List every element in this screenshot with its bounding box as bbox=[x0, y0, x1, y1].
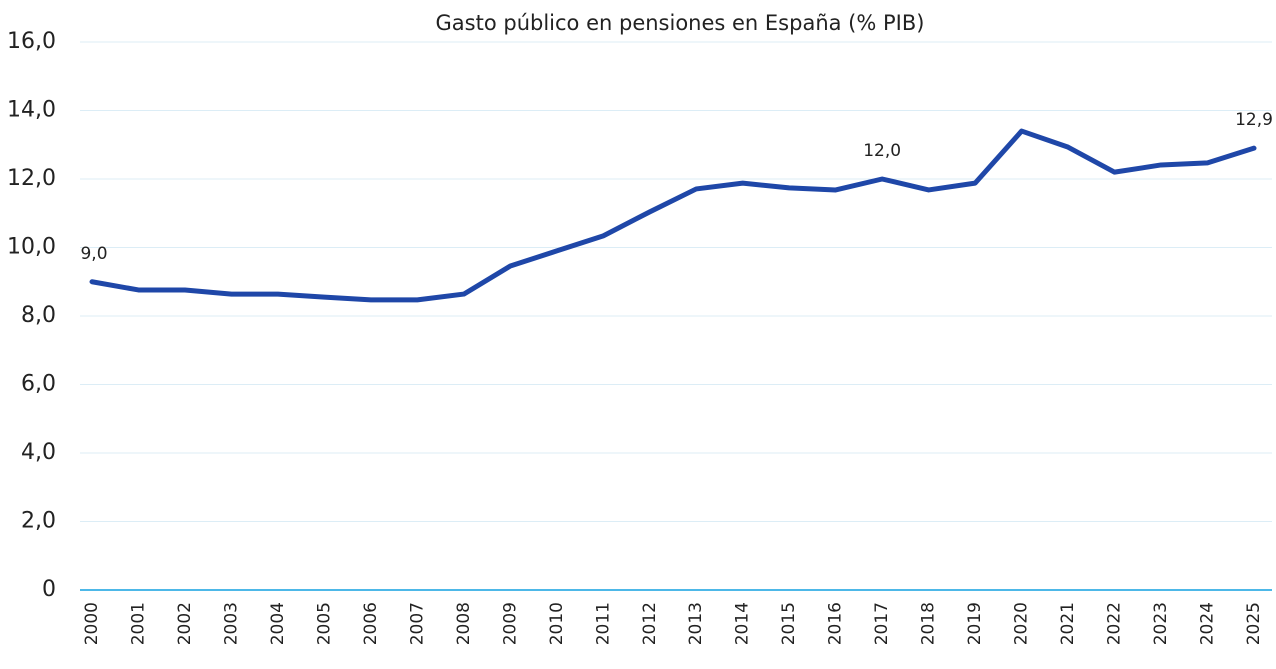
x-tick-label: 2000 bbox=[82, 602, 102, 645]
x-tick-label: 2024 bbox=[1198, 602, 1218, 645]
x-tick-label: 2004 bbox=[268, 602, 288, 645]
y-tick-label: 6,0 bbox=[21, 372, 56, 397]
y-tick-label: 0 bbox=[42, 577, 56, 602]
x-tick-label: 2007 bbox=[407, 602, 427, 645]
x-tick-label: 2015 bbox=[779, 602, 799, 645]
x-tick-label: 2025 bbox=[1244, 602, 1264, 645]
y-tick-label: 8,0 bbox=[21, 303, 56, 328]
x-tick-label: 2019 bbox=[965, 602, 985, 645]
data-label: 12,0 bbox=[863, 141, 901, 161]
x-tick-label: 2018 bbox=[919, 602, 939, 645]
x-tick-label: 2012 bbox=[640, 602, 660, 645]
x-tick-label: 2022 bbox=[1105, 602, 1125, 645]
y-tick-label: 4,0 bbox=[21, 440, 56, 465]
x-tick-label: 2016 bbox=[826, 602, 846, 645]
data-label: 9,0 bbox=[80, 244, 107, 264]
x-tick-label: 2014 bbox=[733, 602, 753, 645]
y-tick-label: 16,0 bbox=[7, 29, 56, 54]
line bbox=[89, 128, 1257, 303]
chart-title: Gasto público en pensiones en España (% … bbox=[436, 11, 925, 35]
x-tick-label: 2020 bbox=[1012, 602, 1032, 645]
x-tick-label: 2013 bbox=[686, 602, 706, 645]
y-tick-label: 2,0 bbox=[21, 509, 56, 534]
x-tick-label: 2009 bbox=[500, 602, 520, 645]
x-tick-label: 2023 bbox=[1151, 602, 1171, 645]
y-tick-label: 12,0 bbox=[7, 166, 56, 191]
x-tick-label: 2003 bbox=[221, 602, 241, 645]
y-tick-label: 10,0 bbox=[7, 235, 56, 260]
x-tick-label: 2021 bbox=[1058, 602, 1078, 645]
data-label: 12,9 bbox=[1235, 110, 1273, 130]
x-tick-label: 2017 bbox=[872, 602, 892, 645]
y-tick-label: 14,0 bbox=[7, 98, 56, 123]
x-tick-label: 2011 bbox=[593, 602, 613, 645]
x-tick-label: 2006 bbox=[361, 602, 381, 645]
x-tick-label: 2008 bbox=[454, 602, 474, 645]
x-tick-label: 2010 bbox=[547, 602, 567, 645]
x-tick-label: 2002 bbox=[175, 602, 195, 645]
x-tick-label: 2001 bbox=[128, 602, 148, 645]
x-tick-label: 2005 bbox=[314, 602, 334, 645]
